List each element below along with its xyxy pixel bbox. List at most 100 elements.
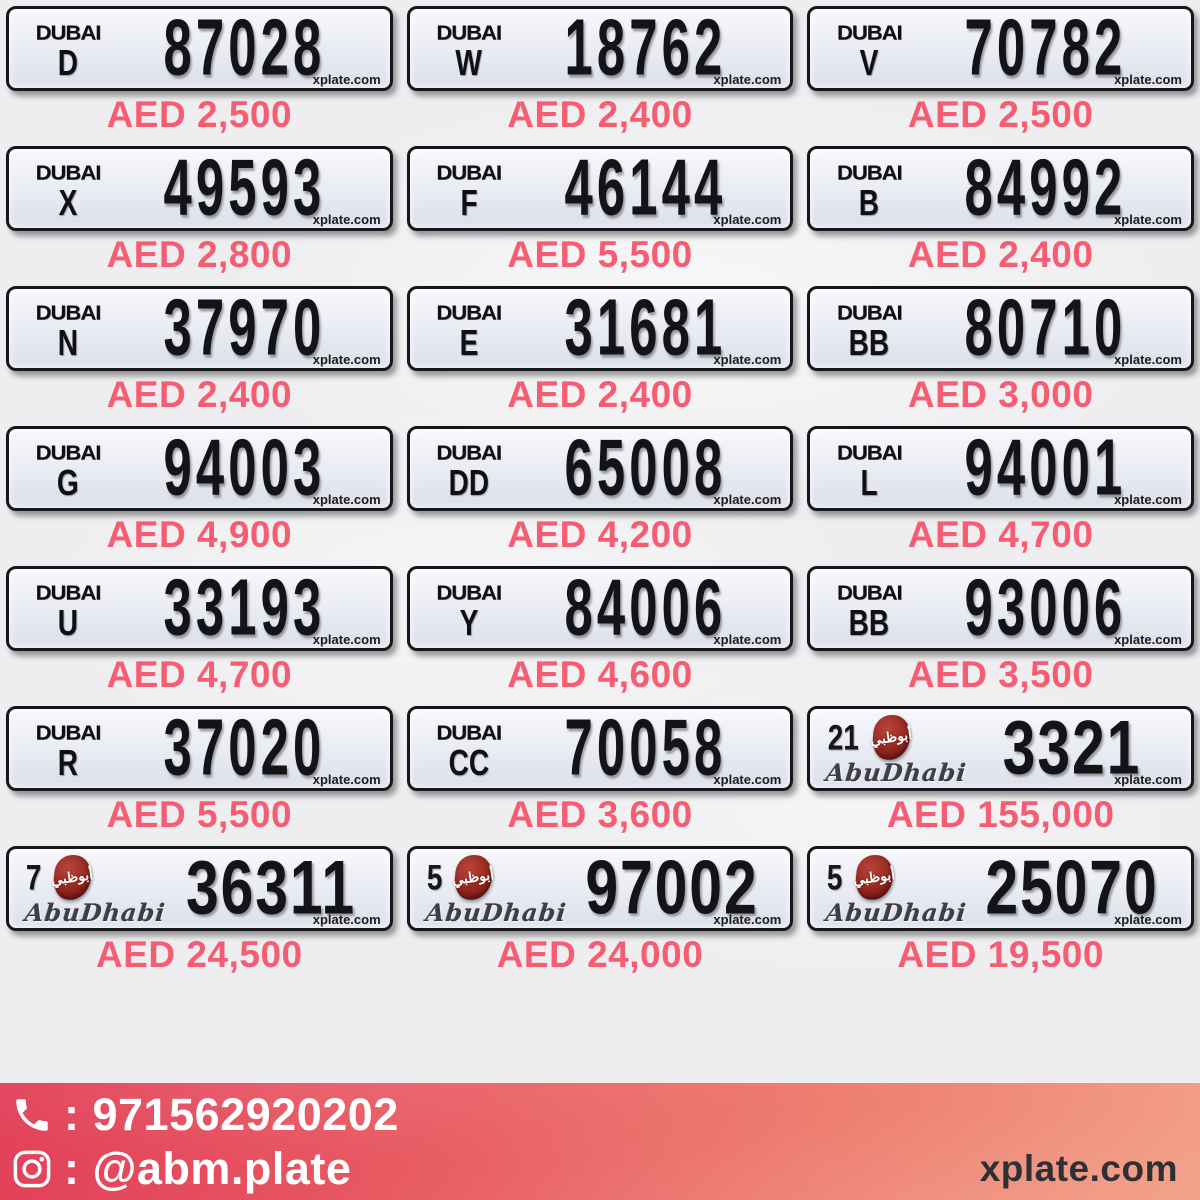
dubai-emirate-block: DUBAI DD	[410, 429, 528, 508]
license-plate: DUBAI R R أبوظبي AbuDhabi 37020 xplate.c…	[6, 704, 393, 793]
abudhabi-emirate-block: 21 أبوظبي AbuDhabi	[810, 709, 978, 788]
abudhabi-script-logo: AbuDhabi	[824, 757, 969, 787]
plate-listing: DUBAI G G أبوظبي AbuDhabi 94003 xplate.c…	[6, 423, 393, 563]
price-label: AED 3,000	[907, 374, 1094, 415]
abudhabi-script-logo: AbuDhabi	[424, 897, 568, 927]
price-label: AED 4,900	[106, 514, 293, 555]
abudhabi-script-logo: AbuDhabi	[824, 897, 969, 927]
price-label: AED 2,500	[907, 94, 1094, 135]
abudhabi-code-row: 5 أبوظبي	[826, 853, 978, 902]
dubai-logo: DUBAI	[35, 721, 102, 745]
price-label: AED 4,700	[106, 654, 293, 695]
license-plate: DUBAI E E أبوظبي AbuDhabi 31681 xplate.c…	[406, 284, 794, 373]
plate-watermark: xplate.com	[1114, 352, 1182, 367]
plate-code: BB	[849, 322, 890, 363]
plate-number: 94001	[964, 424, 1127, 513]
dubai-emirate-block: DUBAI X	[9, 149, 127, 228]
plate-number: 87028	[163, 4, 326, 93]
plate-listing: DUBAI 5 5 أبوظبي AbuDhabi 97002 xplate.c…	[406, 843, 794, 983]
plate-number: 70782	[964, 4, 1127, 93]
dubai-emirate-block: DUBAI V	[810, 9, 928, 88]
plate-listing: DUBAI Y Y أبوظبي AbuDhabi 84006 xplate.c…	[406, 563, 794, 703]
dubai-emirate-block: DUBAI N	[9, 289, 127, 368]
plate-watermark: xplate.com	[1114, 492, 1182, 507]
license-plate: DUBAI X X أبوظبي AbuDhabi 49593 xplate.c…	[6, 144, 393, 233]
plate-number: 36311	[185, 846, 357, 931]
dubai-logo: DUBAI	[35, 21, 102, 45]
dubai-emirate-block: DUBAI CC	[410, 709, 528, 788]
instagram-icon	[10, 1147, 54, 1191]
abudhabi-script-logo: AbuDhabi	[23, 897, 168, 927]
license-plate: DUBAI BB BB أبوظبي AbuDhabi 80710 xplate…	[807, 284, 1194, 373]
dubai-emirate-block: DUBAI L	[810, 429, 928, 508]
instagram-handle: : @abm.plate	[64, 1143, 352, 1194]
abudhabi-badge-icon: أبوظبي	[51, 853, 95, 902]
dubai-logo: DUBAI	[35, 161, 102, 185]
abudhabi-badge-arabic-text: أبوظبي	[852, 866, 896, 888]
plate-watermark: xplate.com	[713, 632, 782, 647]
dubai-logo: DUBAI	[436, 21, 502, 45]
plate-watermark: xplate.com	[713, 72, 782, 87]
plate-code: 21	[828, 716, 860, 758]
dubai-logo: DUBAI	[836, 581, 903, 605]
phone-icon	[10, 1093, 54, 1137]
plate-number: 65008	[564, 424, 726, 513]
license-plate: DUBAI N N أبوظبي AbuDhabi 37970 xplate.c…	[6, 284, 393, 373]
plate-number: 84992	[964, 144, 1127, 233]
price-label: AED 2,500	[106, 94, 293, 135]
license-plate: DUBAI DD DD أبوظبي AbuDhabi 65008 xplate…	[406, 424, 794, 513]
dubai-logo: DUBAI	[35, 301, 102, 325]
phone-number: : 971562920202	[64, 1089, 399, 1140]
plate-code: CC	[448, 742, 489, 783]
plate-number: 31681	[564, 284, 726, 373]
abudhabi-emirate-block: 7 أبوظبي AbuDhabi	[9, 849, 177, 928]
plate-watermark: xplate.com	[312, 912, 381, 927]
abudhabi-badge-arabic-text: أبوظبي	[869, 726, 914, 748]
plate-number: 84006	[564, 564, 726, 653]
plate-code: 5	[426, 856, 443, 898]
plate-watermark: xplate.com	[713, 492, 782, 507]
plate-watermark: xplate.com	[312, 352, 381, 367]
plate-watermark: xplate.com	[312, 212, 381, 227]
dubai-emirate-block: DUBAI F	[410, 149, 528, 228]
plate-code: W	[455, 42, 482, 83]
license-plate: DUBAI CC CC أبوظبي AbuDhabi 70058 xplate…	[406, 704, 794, 793]
license-plate: DUBAI B B أبوظبي AbuDhabi 84992 xplate.c…	[807, 144, 1194, 233]
license-plate: DUBAI 5 5 أبوظبي AbuDhabi 25070 xplate.c…	[807, 846, 1194, 931]
price-label: AED 2,400	[507, 374, 693, 415]
plate-watermark: xplate.com	[713, 212, 782, 227]
dubai-logo: DUBAI	[35, 441, 102, 465]
plate-listing: DUBAI E E أبوظبي AbuDhabi 31681 xplate.c…	[406, 283, 794, 423]
price-label: AED 4,200	[507, 514, 693, 555]
plate-watermark: xplate.com	[1114, 912, 1182, 927]
plate-watermark: xplate.com	[312, 72, 381, 87]
price-label: AED 4,600	[507, 654, 693, 695]
dubai-logo: DUBAI	[436, 301, 502, 325]
dubai-emirate-block: DUBAI Y	[410, 569, 528, 648]
dubai-emirate-block: DUBAI BB	[810, 289, 928, 368]
plate-code: U	[57, 602, 79, 643]
plate-watermark: xplate.com	[312, 772, 381, 787]
abudhabi-code-row: 5 أبوظبي	[426, 853, 578, 902]
dubai-emirate-block: DUBAI B	[810, 149, 928, 228]
dubai-logo: DUBAI	[436, 161, 502, 185]
price-label: AED 2,800	[106, 234, 293, 275]
price-label: AED 155,000	[886, 794, 1115, 835]
dubai-logo: DUBAI	[35, 581, 102, 605]
plate-listing: DUBAI R R أبوظبي AbuDhabi 37020 xplate.c…	[6, 703, 393, 843]
dubai-logo: DUBAI	[436, 721, 502, 745]
license-plate: DUBAI 5 5 أبوظبي AbuDhabi 97002 xplate.c…	[406, 846, 794, 931]
plate-number: 93006	[964, 564, 1127, 653]
dubai-logo: DUBAI	[436, 441, 502, 465]
phone-row: : 971562920202	[10, 1090, 1200, 1140]
plate-listing: DUBAI B B أبوظبي AbuDhabi 84992 xplate.c…	[807, 143, 1194, 283]
plates-section: DUBAI D D أبوظبي AbuDhabi 87028 xplate.c…	[0, 0, 1200, 1083]
abudhabi-code-row: 7 أبوظبي	[25, 853, 177, 902]
abudhabi-code-row: 21 أبوظبي	[826, 713, 978, 762]
plate-watermark: xplate.com	[1114, 212, 1182, 227]
plate-number: 37020	[163, 704, 326, 793]
plate-number: 33193	[163, 564, 326, 653]
plate-listing: DUBAI DD DD أبوظبي AbuDhabi 65008 xplate…	[406, 423, 794, 563]
price-label: AED 5,500	[106, 794, 293, 835]
